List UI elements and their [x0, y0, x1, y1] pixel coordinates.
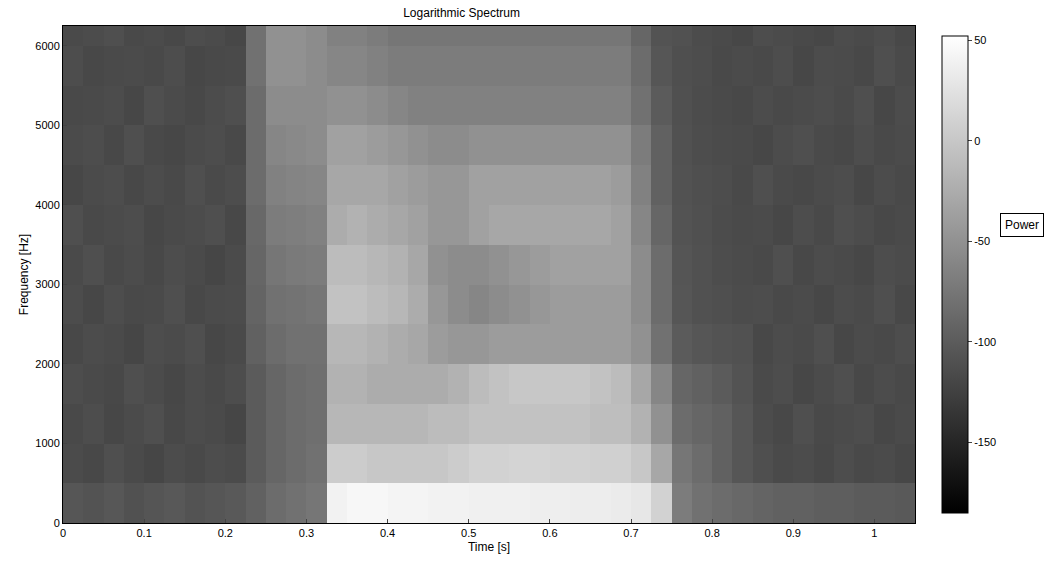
svg-text:50: 50 [974, 34, 986, 46]
svg-text:1000: 1000 [35, 437, 59, 449]
svg-text:-150: -150 [974, 436, 996, 448]
svg-text:6000: 6000 [35, 40, 59, 52]
svg-text:0.3: 0.3 [299, 527, 314, 539]
svg-text:0.2: 0.2 [218, 527, 233, 539]
svg-text:0.1: 0.1 [136, 527, 151, 539]
svg-text:0.6: 0.6 [542, 527, 557, 539]
svg-text:0: 0 [60, 527, 66, 539]
svg-text:-100: -100 [974, 336, 996, 348]
svg-text:0.9: 0.9 [786, 527, 801, 539]
svg-text:5000: 5000 [35, 119, 59, 131]
svg-text:-50: -50 [974, 235, 990, 247]
svg-text:Power: Power [1005, 218, 1039, 232]
svg-text:0.8: 0.8 [704, 527, 719, 539]
svg-text:0.7: 0.7 [623, 527, 638, 539]
svg-text:3000: 3000 [35, 278, 59, 290]
svg-text:0.4: 0.4 [380, 527, 395, 539]
svg-text:Frequency [Hz]: Frequency [Hz] [17, 234, 31, 315]
svg-text:0.5: 0.5 [461, 527, 476, 539]
svg-text:2000: 2000 [35, 358, 59, 370]
svg-text:Logarithmic Spectrum: Logarithmic Spectrum [403, 6, 520, 20]
svg-text:1: 1 [871, 527, 877, 539]
svg-text:Time [s]: Time [s] [468, 540, 510, 554]
svg-text:4000: 4000 [35, 199, 59, 211]
svg-text:0: 0 [974, 135, 980, 147]
svg-text:0: 0 [54, 517, 60, 529]
